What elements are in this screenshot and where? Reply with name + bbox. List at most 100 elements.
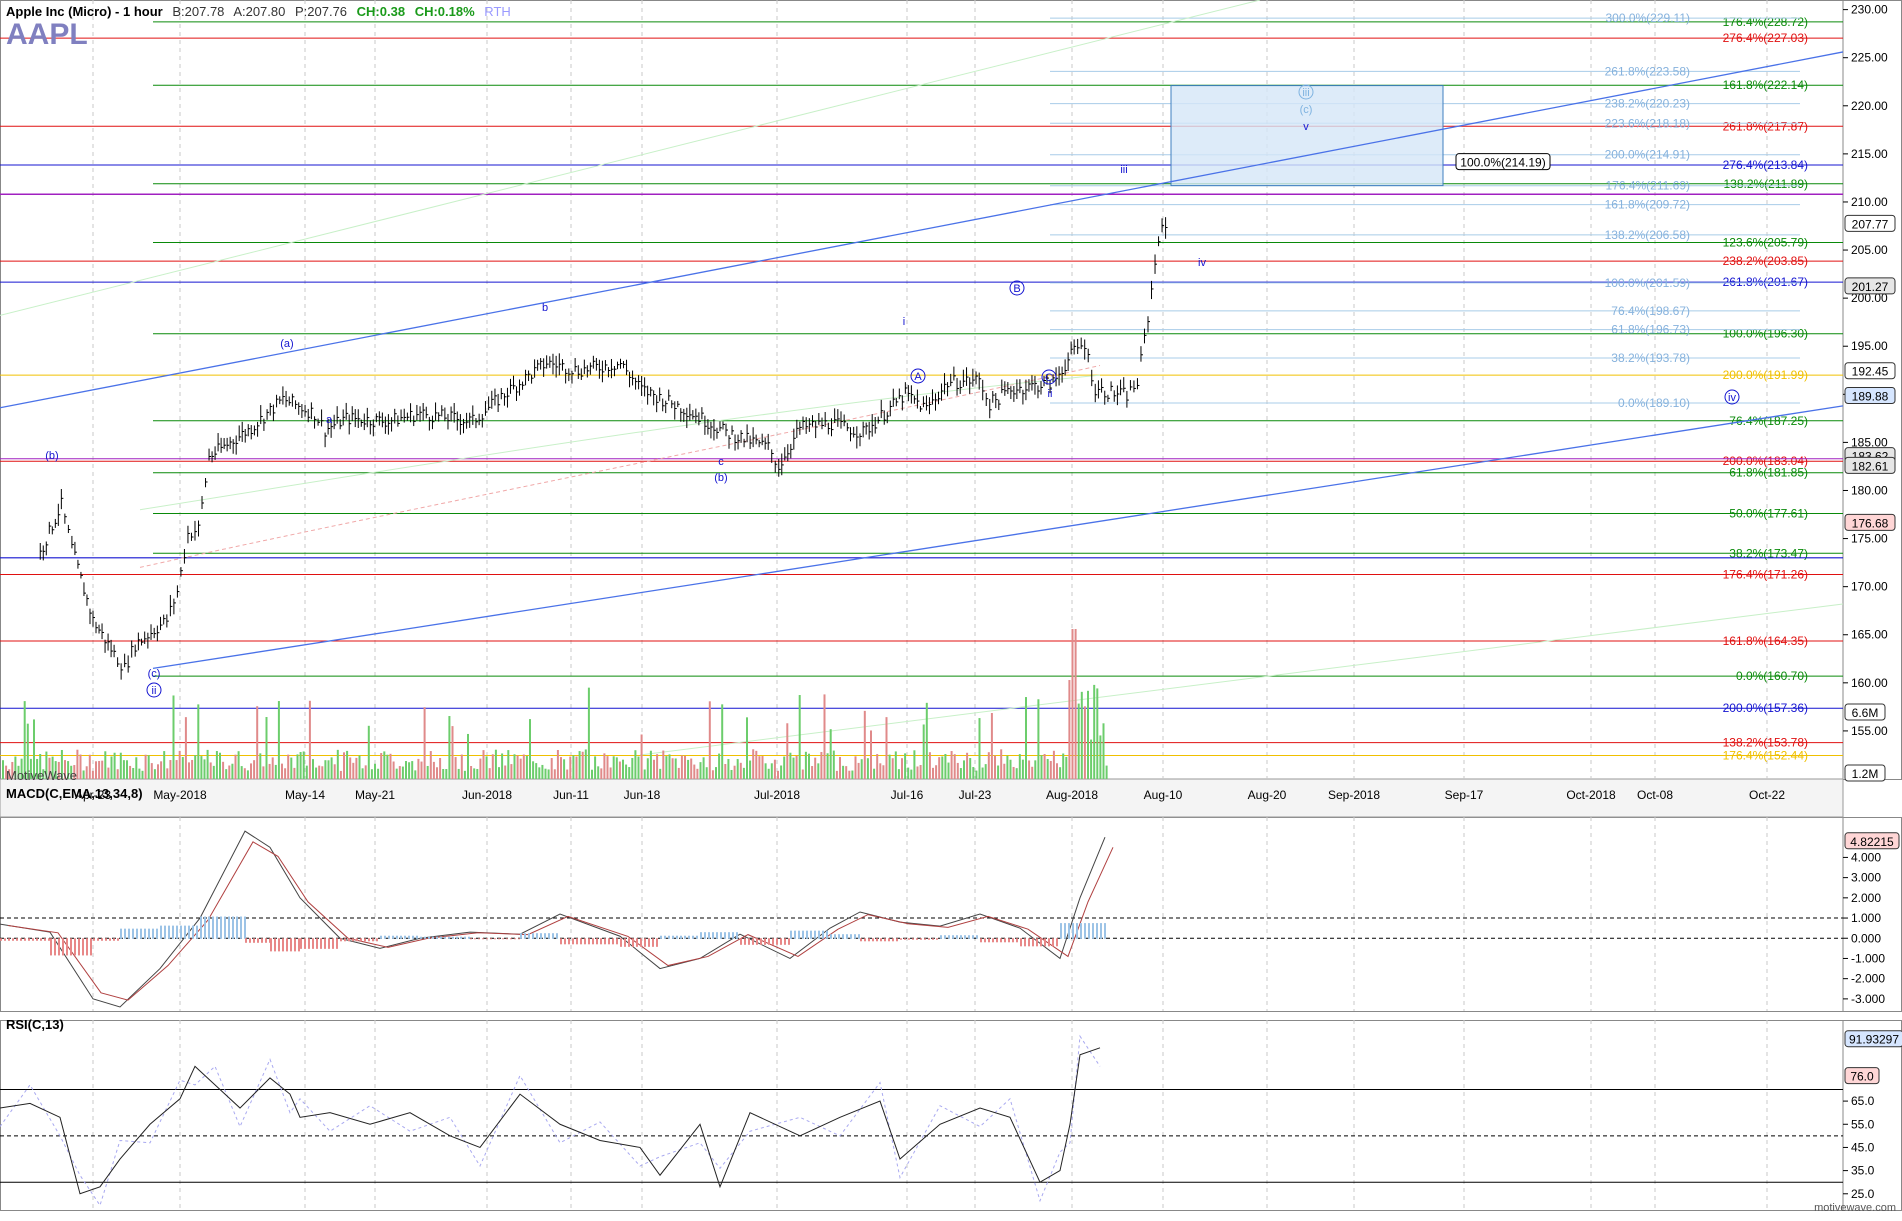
macd-histogram-bar	[684, 935, 686, 939]
volume-bar	[897, 769, 900, 779]
macd-histogram-bar	[612, 938, 614, 945]
volume-bar	[848, 770, 851, 779]
volume-bar	[1028, 760, 1031, 779]
volume-bar	[653, 759, 655, 779]
volume-bar	[426, 765, 429, 779]
volume-bar	[361, 768, 364, 779]
y-tick-label: 180.00	[1851, 483, 1888, 497]
volume-bar	[222, 761, 225, 779]
rsi-y-tick-label: 55.0	[1851, 1117, 1875, 1131]
macd-histogram-bar	[572, 938, 574, 945]
volume-bar	[436, 767, 438, 779]
volume-bar	[578, 751, 581, 779]
macd-histogram-bar	[932, 938, 934, 940]
session-label: RTH	[484, 4, 511, 19]
y-tick-label: 165.00	[1851, 628, 1888, 642]
volume-bar	[370, 769, 373, 779]
volume-bar	[299, 751, 302, 779]
macd-histogram-bar	[117, 938, 119, 941]
x-tick-label: Oct-22	[1749, 788, 1785, 802]
volume-bar	[358, 755, 361, 779]
volume-bar	[959, 768, 962, 779]
light-fib-label: 176.4%(211.69)	[1605, 179, 1690, 193]
macd-histogram-bar	[976, 935, 978, 939]
volume-bar	[823, 694, 826, 779]
macd-histogram-bar	[32, 938, 34, 941]
macd-y-tick-label: -3.000	[1851, 992, 1885, 1006]
volume-bar	[51, 756, 54, 779]
macd-histogram-bar	[216, 916, 218, 939]
macd-histogram-bar	[896, 938, 898, 942]
macd-histogram-bar	[850, 934, 852, 939]
macd-histogram-bar	[200, 916, 202, 939]
volume-bar	[206, 749, 209, 779]
macd-histogram-bar	[620, 938, 622, 947]
volume-bar	[987, 752, 990, 779]
fib-label: 61.8%(181.85)	[1729, 466, 1808, 480]
volume-bar	[879, 763, 882, 779]
volume-bar	[377, 768, 380, 779]
volume-bar	[126, 760, 128, 779]
wave-label-circle	[910, 368, 926, 384]
volume-bar	[913, 750, 916, 779]
volume-bar	[808, 753, 810, 779]
volume-bar	[749, 760, 752, 779]
volume-bar	[591, 769, 593, 779]
volume-bar	[209, 762, 212, 779]
fib-label: 161.8%(164.35)	[1723, 634, 1808, 648]
macd-histogram-bar	[988, 938, 990, 943]
macd-histogram-bar	[290, 938, 292, 952]
volume-bar	[256, 706, 259, 779]
y-tick-label: 215.00	[1851, 147, 1888, 161]
macd-histogram-bar	[744, 938, 746, 945]
macd-histogram-bar	[656, 938, 658, 947]
volume-bar	[1071, 629, 1074, 779]
macd-histogram-bar	[192, 925, 194, 939]
macd-histogram-bar	[388, 935, 390, 939]
light-fib-label: 138.2%(206.58)	[1605, 228, 1690, 242]
x-tick-label: Apr-23	[75, 788, 111, 802]
macd-histogram-bar	[960, 935, 962, 939]
macd-histogram-bar	[412, 935, 414, 939]
volume-bar	[2, 760, 4, 779]
volume-bar	[73, 765, 76, 779]
price-badge-bg	[1844, 214, 1896, 232]
y-tick-label: 220.00	[1851, 99, 1888, 113]
wave-label: ii	[152, 685, 157, 697]
volume-bar	[1059, 767, 1062, 779]
price-badge: 192.45	[1852, 365, 1889, 379]
macd-histogram-bar	[24, 938, 26, 941]
macd-histogram-bar	[846, 934, 848, 939]
volume-bar	[758, 756, 761, 779]
volume-bar	[625, 764, 628, 779]
volume-bar	[581, 751, 584, 779]
rsi-level-bg	[1844, 1067, 1880, 1085]
volume-bar	[1087, 690, 1089, 779]
macd-histogram-bar	[336, 938, 338, 949]
volume-bar	[932, 767, 934, 779]
fib-label: 261.8%(201.67)	[1723, 275, 1808, 289]
macd-histogram-bar	[532, 933, 534, 939]
macd-histogram-bar	[1104, 923, 1106, 939]
volume-bar	[870, 730, 872, 779]
volume-bar	[101, 760, 104, 779]
volume-bar	[1040, 755, 1043, 779]
macd-histogram-bar	[1060, 923, 1062, 939]
volume-bar	[39, 753, 42, 779]
volume-bar	[339, 770, 342, 779]
macd-histogram-bar	[54, 938, 56, 956]
macd-histogram-bar	[404, 935, 406, 939]
volume-bar	[873, 768, 876, 779]
volume-bar	[1015, 768, 1018, 779]
rsi-level-value: 76.0	[1850, 1070, 1874, 1084]
macd-histogram-bar	[680, 935, 682, 939]
volume-bar	[457, 768, 460, 779]
macd-histogram-bar	[249, 938, 251, 943]
macd-histogram-bar	[1032, 938, 1034, 947]
macd-histogram-bar	[282, 938, 284, 952]
wave-label-circle	[1041, 369, 1057, 385]
macd-histogram-bar	[156, 928, 158, 939]
faint-green-line	[0, 0, 1261, 316]
volume-bar	[23, 701, 26, 779]
bid-value: B:207.78	[172, 4, 225, 19]
